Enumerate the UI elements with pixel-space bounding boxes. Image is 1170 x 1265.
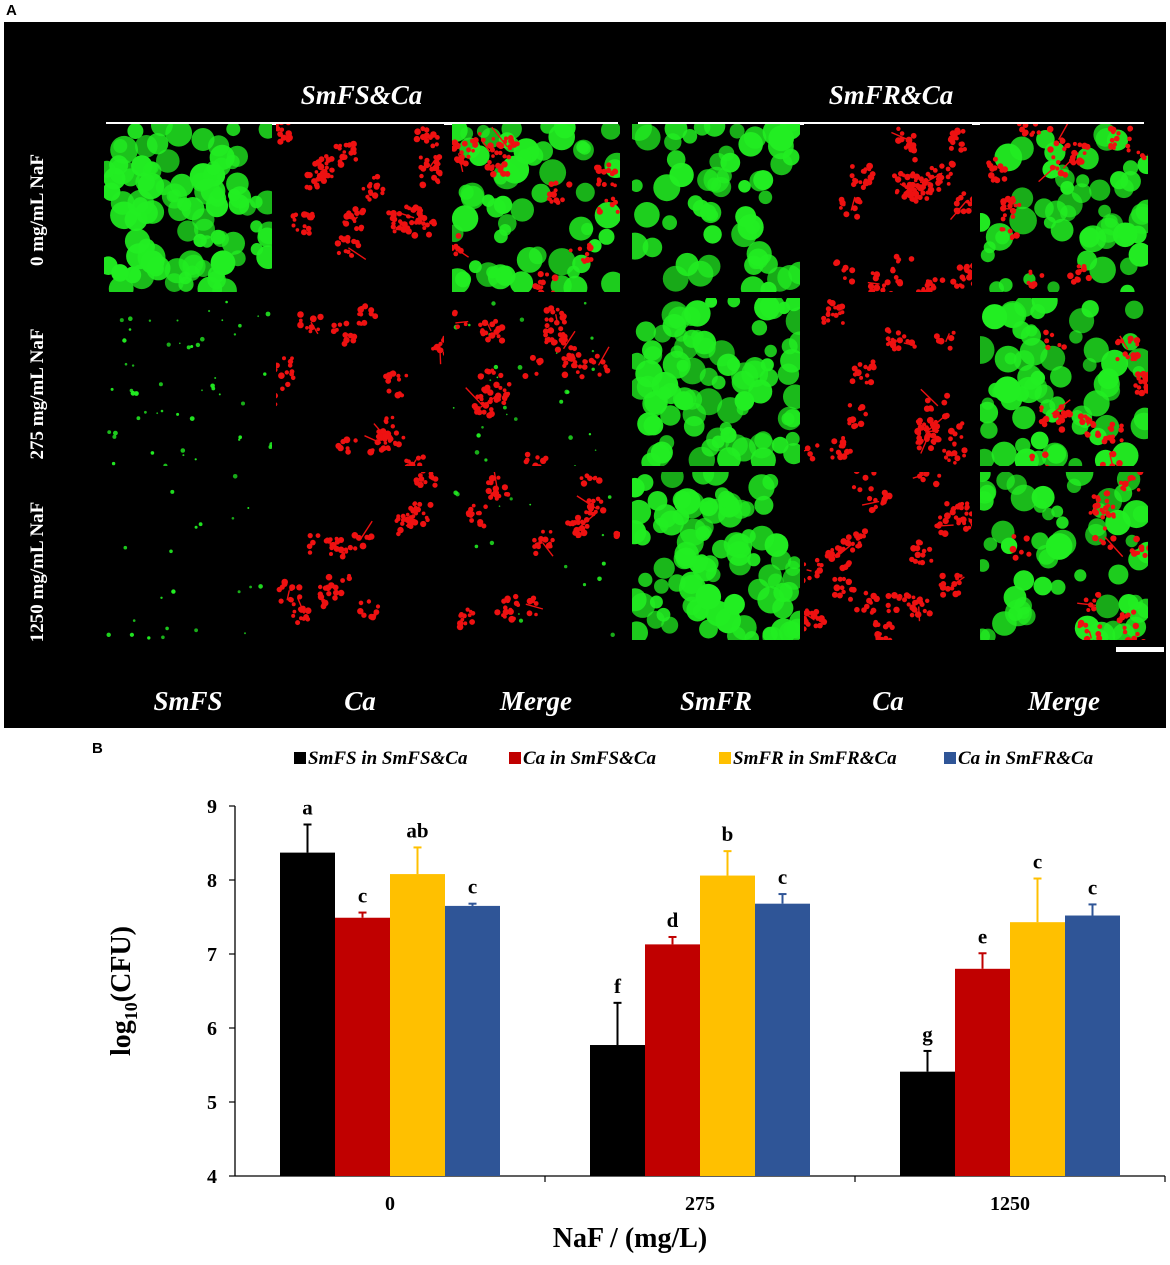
significance-letter: d <box>667 908 679 932</box>
y-tick-label: 8 <box>207 870 217 892</box>
col-label-ca-2: Ca <box>872 686 904 716</box>
y-tick-label: 9 <box>207 796 217 818</box>
micrograph-tile <box>971 112 1159 300</box>
bar <box>755 903 810 1176</box>
y-tick-label: 4 <box>207 1166 217 1188</box>
legend-swatch <box>944 752 956 764</box>
row-label-275: 275 mg/mL NaF <box>27 328 48 460</box>
legend-label: SmFS in SmFS&Ca <box>308 748 468 769</box>
micrograph-tile <box>438 116 630 300</box>
x-tick-label: 0 <box>385 1193 395 1215</box>
group-underline-smfs-ca <box>106 122 618 125</box>
bar <box>1065 915 1120 1176</box>
significance-letter: c <box>1088 875 1097 899</box>
y-axis-title-main: log <box>106 1020 137 1056</box>
group-underline-smfr-ca <box>638 122 1144 125</box>
col-label-merge-1: Merge <box>500 686 572 716</box>
scale-bar <box>1116 647 1164 652</box>
col-label-smfs: SmFS <box>153 686 223 716</box>
row-label-0: 0 mg/mL NaF <box>27 154 48 266</box>
significance-letter: c <box>468 875 477 899</box>
significance-letter: a <box>302 796 313 820</box>
bar <box>390 874 445 1176</box>
bar <box>445 905 500 1176</box>
y-tick-label: 6 <box>207 1018 217 1040</box>
group-title-smfr-ca: SmFR&Ca <box>828 80 954 110</box>
legend-label: SmFR in SmFR&Ca <box>733 748 897 769</box>
bar <box>590 1045 645 1176</box>
bar <box>1010 922 1065 1176</box>
micrograph-tile <box>622 459 811 647</box>
significance-letter: ab <box>406 818 428 842</box>
micrograph-tile <box>452 471 628 640</box>
significance-letter: c <box>778 865 787 889</box>
micrograph-tile <box>98 114 281 303</box>
panel-a-label: A <box>6 2 17 19</box>
y-axis-title-subscript: 10 <box>121 1002 141 1020</box>
y-tick-label: 5 <box>207 1092 217 1114</box>
legend-label: Ca in SmFS&Ca <box>523 748 657 769</box>
bar <box>335 917 390 1176</box>
micrograph-tile <box>266 118 444 292</box>
micrograph-tile <box>104 472 272 640</box>
micrograph-tile <box>628 294 814 474</box>
significance-letter: c <box>1033 850 1042 874</box>
micrograph-tile <box>804 124 978 303</box>
y-axis-title-tail: (CFU) <box>106 926 137 1002</box>
legend-swatch <box>294 752 306 764</box>
micrograph-tile <box>443 298 620 476</box>
micrograph-tile <box>966 287 1158 477</box>
panel-b-label: B <box>92 740 103 757</box>
legend-swatch <box>719 752 731 764</box>
x-tick-label: 275 <box>685 1193 715 1215</box>
micrograph-tile <box>104 298 274 468</box>
y-tick-label: 7 <box>207 944 217 966</box>
y-axis-title: log10(CFU) <box>106 926 141 1056</box>
col-label-smfr: SmFR <box>679 686 753 716</box>
legend-label: Ca in SmFR&Ca <box>958 748 1094 769</box>
micrograph-tile <box>973 458 1159 650</box>
significance-letter: b <box>722 822 734 846</box>
micrograph-tile <box>276 462 444 640</box>
bar <box>280 852 335 1176</box>
group-title-smfs-ca: SmFS&Ca <box>300 80 423 110</box>
significance-letter: c <box>358 884 367 908</box>
col-label-merge-2: Merge <box>1028 686 1100 716</box>
micrograph-tile <box>794 298 972 466</box>
bar <box>955 968 1010 1176</box>
bar <box>900 1071 955 1176</box>
x-tick-label: 1250 <box>990 1193 1030 1215</box>
bar <box>645 944 700 1176</box>
micrograph-tile <box>798 460 981 645</box>
row-label-1250: 1250 mg/mL NaF <box>27 501 48 643</box>
significance-letter: g <box>922 1022 933 1046</box>
x-axis-title: NaF / (mg/L) <box>553 1223 708 1254</box>
significance-letter: e <box>978 924 987 948</box>
significance-letter: f <box>614 974 622 998</box>
micrograph-tile <box>621 114 811 301</box>
legend-swatch <box>509 752 521 764</box>
bar-chart: 4 5 6 7 8 9 0 a c ab c 275 f d b c 1250 g e c c SmFS in SmFS&… <box>106 748 1166 1254</box>
col-label-ca-1: Ca <box>344 686 376 716</box>
micrograph-tile <box>266 298 454 473</box>
bar <box>700 875 755 1176</box>
microscopy-panel: SmFS&Ca SmFR&Ca 0 mg/mL NaF 275 mg/mL Na… <box>4 22 1166 728</box>
